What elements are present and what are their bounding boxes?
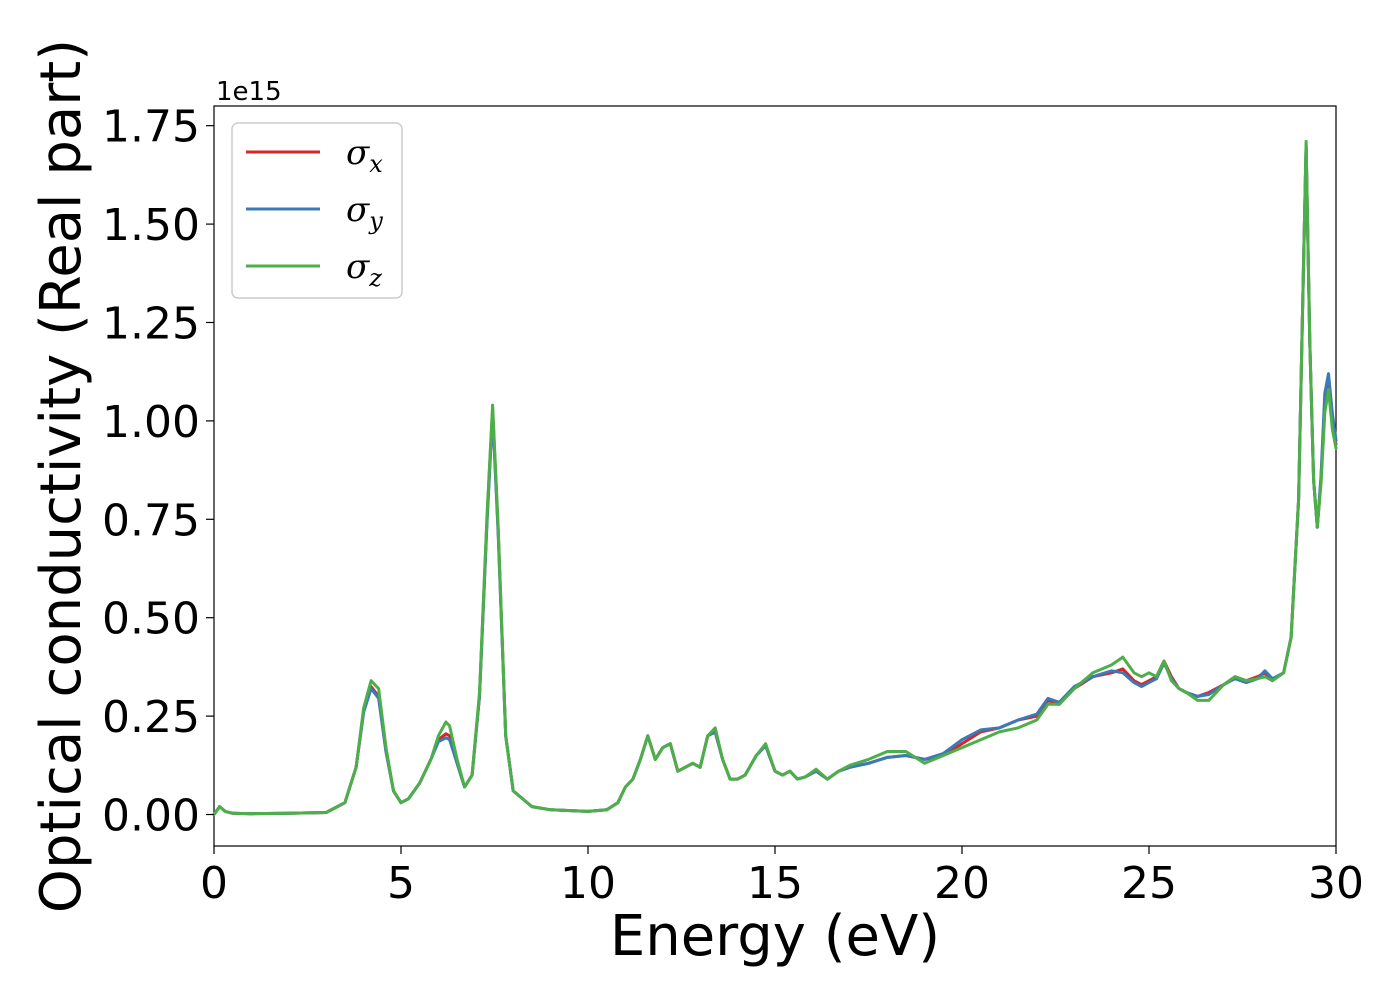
y-axis-label: Optical conductivity (Real part) [29, 39, 94, 913]
y-offset-label: 1e15 [216, 77, 282, 107]
x-tick-label: 5 [387, 858, 415, 909]
x-tick-label: 25 [1121, 858, 1177, 909]
y-tick-label: 0.50 [102, 594, 200, 645]
y-tick-label: 0.75 [102, 495, 200, 546]
y-tick-label: 0.25 [102, 692, 200, 743]
legend-label-y: σy [346, 190, 383, 235]
y-tick-label: 1.50 [102, 200, 200, 251]
x-axis-ticks: 0 5 10 15 20 25 30 [200, 846, 1364, 909]
series-line-z [212, 139, 1338, 816]
x-tick-label: 10 [560, 858, 616, 909]
x-axis-label: Energy (eV) [610, 904, 940, 969]
legend-subscript: y [368, 207, 383, 235]
legend-subscript: x [369, 150, 383, 178]
y-tick-label: 1.25 [102, 298, 200, 349]
legend-symbol: σ [346, 133, 370, 173]
x-tick-label: 0 [200, 858, 228, 909]
x-tick-label: 20 [934, 858, 990, 909]
x-tick-label: 30 [1308, 858, 1364, 909]
legend-label-x: σx [346, 133, 383, 178]
legend-subscript: z [368, 264, 382, 292]
legend-label-z: σz [346, 247, 382, 292]
x-tick-label: 15 [747, 858, 803, 909]
y-tick-label: 1.75 [102, 102, 200, 153]
series-lines [212, 139, 1338, 816]
y-tick-label: 0.00 [102, 791, 200, 842]
legend-symbol: σ [346, 247, 370, 287]
legend-symbol: σ [346, 190, 370, 230]
y-tick-label: 1.00 [102, 397, 200, 448]
y-axis-ticks: 0.00 0.25 0.50 0.75 1.00 1.25 1.50 1.75 [102, 102, 214, 842]
